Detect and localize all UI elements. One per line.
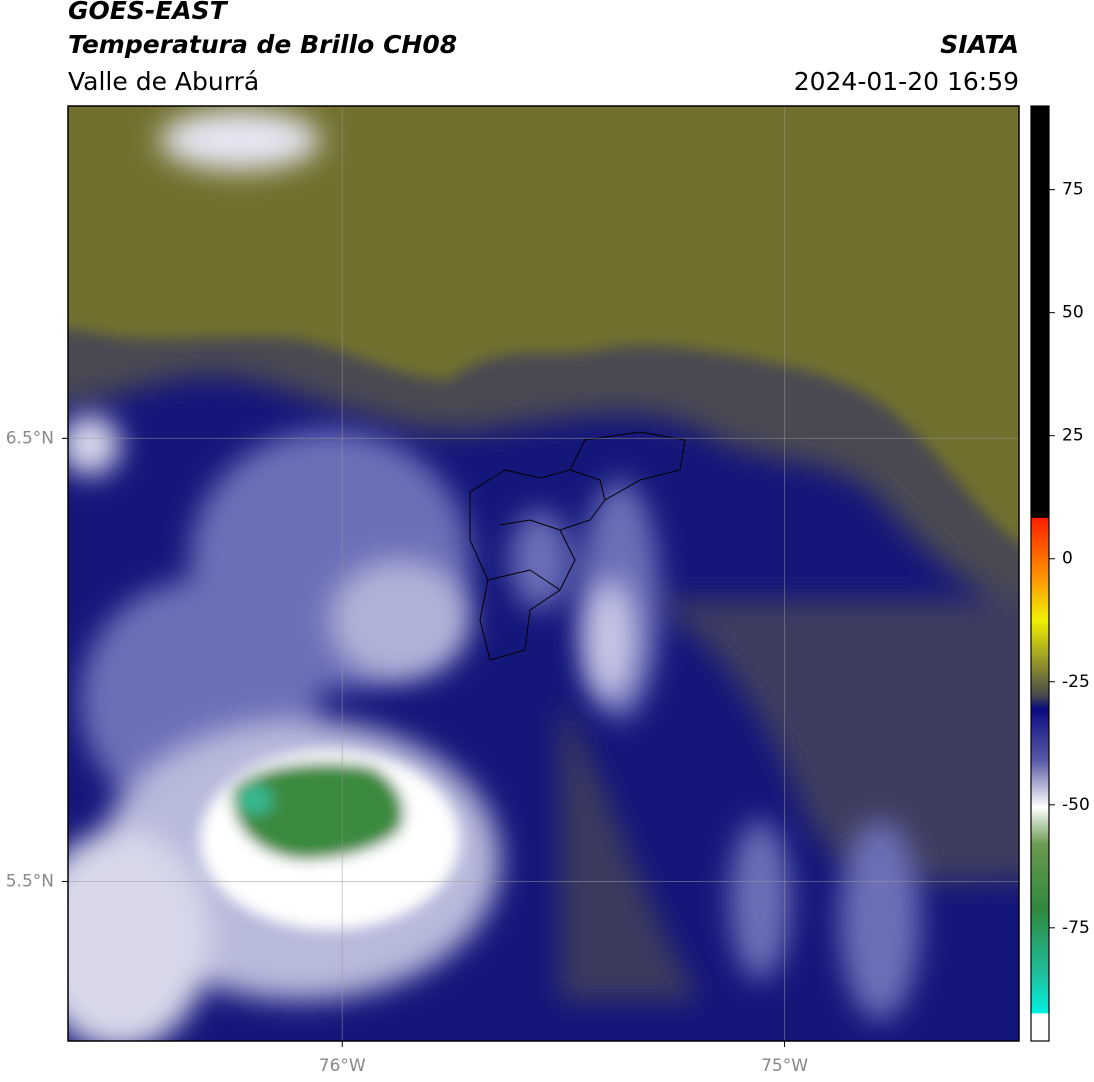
colorbar-tick-label: 25 <box>1062 426 1084 446</box>
satellite-image <box>68 106 1019 1041</box>
colorbar-tick-label: 0 <box>1062 549 1073 569</box>
grid <box>62 106 1019 1047</box>
y-tick-label: 6.5°N <box>6 428 54 448</box>
x-tick-label: 76°W <box>319 1056 366 1076</box>
colorbar-tick-label: -25 <box>1062 672 1090 692</box>
region: Valle de Aburrá <box>68 67 259 96</box>
source: SIATA <box>940 30 1019 59</box>
map-frame <box>67 105 1020 1042</box>
colorbar-tick-label: 75 <box>1062 180 1084 200</box>
colorbar-tick-label: -75 <box>1062 918 1090 938</box>
colorbar-tick-label: -50 <box>1062 795 1090 815</box>
datetime: 2024-01-20 16:59 <box>794 67 1019 96</box>
colorbar <box>1030 105 1050 1042</box>
y-tick-label: 5.5°N <box>6 871 54 891</box>
colorbar-tick-label: 50 <box>1062 303 1084 323</box>
x-tick-label: 75°W <box>761 1056 808 1076</box>
subtitle: Temperatura de Brillo CH08 <box>68 30 457 59</box>
title: GOES-EAST <box>68 0 229 25</box>
